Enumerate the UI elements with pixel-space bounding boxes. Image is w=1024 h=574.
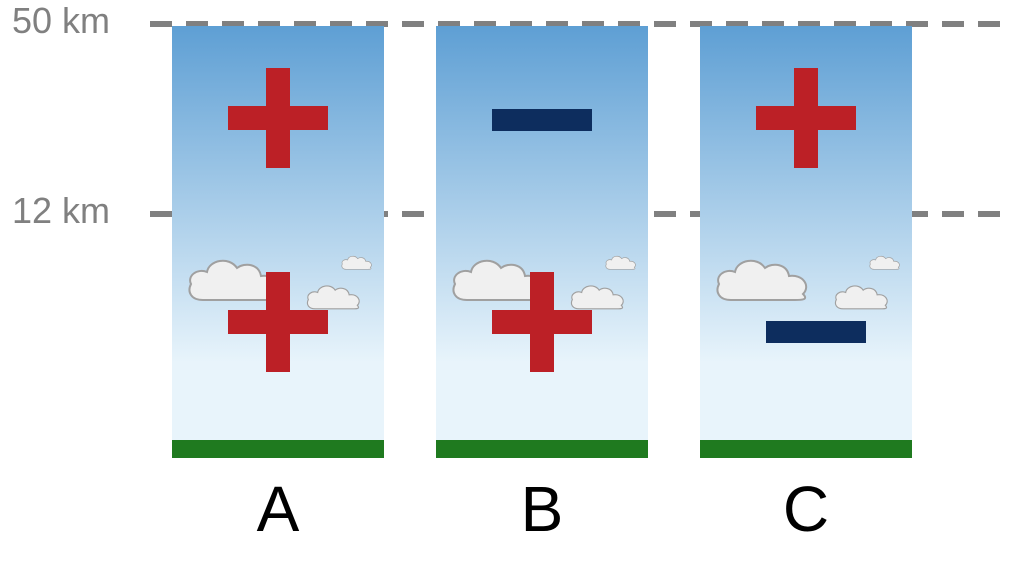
cloud-icon [868,254,902,270]
cloud-icon [604,254,638,270]
panel-b: B [436,26,648,458]
ground-strip [172,440,384,458]
charge-symbol [228,68,328,173]
minus-icon [766,321,866,343]
charge-symbol [492,272,592,377]
charge-symbol [766,321,866,348]
axis-label-1: 12 km [12,190,110,232]
minus-icon [492,109,592,131]
plus-icon [228,68,328,168]
cloud-icon [340,254,374,270]
plus-icon [228,272,328,372]
plus-icon [492,272,592,372]
panel-a: A [172,26,384,458]
ground-strip [436,440,648,458]
panel-c: C [700,26,912,458]
panel-label-b: B [436,472,648,546]
cloud-icon [832,282,892,310]
plus-icon [756,68,856,168]
panel-label-c: C [700,472,912,546]
charge-symbol [756,68,856,173]
cloud-icon [708,254,818,302]
sky-region [436,26,648,458]
axis-label-0: 50 km [12,0,110,42]
panel-label-a: A [172,472,384,546]
charge-symbol [228,272,328,377]
charge-symbol [492,109,592,136]
ground-strip [700,440,912,458]
